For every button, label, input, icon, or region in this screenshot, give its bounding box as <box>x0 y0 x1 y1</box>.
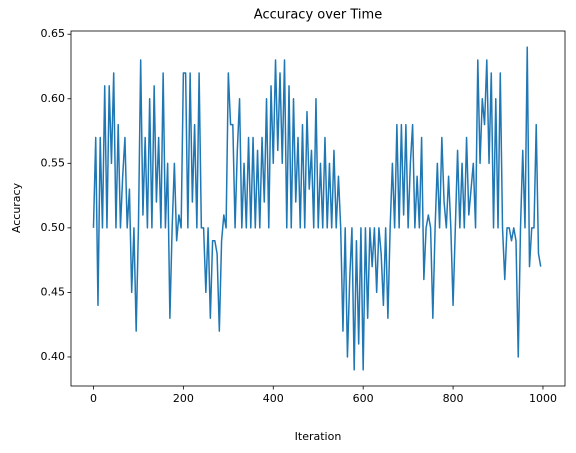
chart-title: Accuracy over Time <box>254 8 382 23</box>
y-tick-label: 0.65 <box>41 27 66 40</box>
x-tick-label: 600 <box>353 392 374 405</box>
line <box>92 46 542 371</box>
x-tick-label: 200 <box>173 392 194 405</box>
axes-frame <box>70 30 566 387</box>
x-tick-label: 800 <box>443 392 464 405</box>
x-tick-label: 1000 <box>529 392 557 405</box>
x-tick-label: 0 <box>90 392 97 405</box>
y-tick-label: 0.60 <box>41 92 66 105</box>
y-tick-label: 0.55 <box>41 156 66 169</box>
x-axis-label: Iteration <box>295 430 342 443</box>
y-axis-label: Accuracy <box>10 182 23 233</box>
y-tick-label: 0.45 <box>41 285 66 298</box>
y-tick-label: 0.40 <box>41 350 66 363</box>
x-tick-label: 400 <box>263 392 284 405</box>
y-tick-label: 0.50 <box>41 221 66 234</box>
